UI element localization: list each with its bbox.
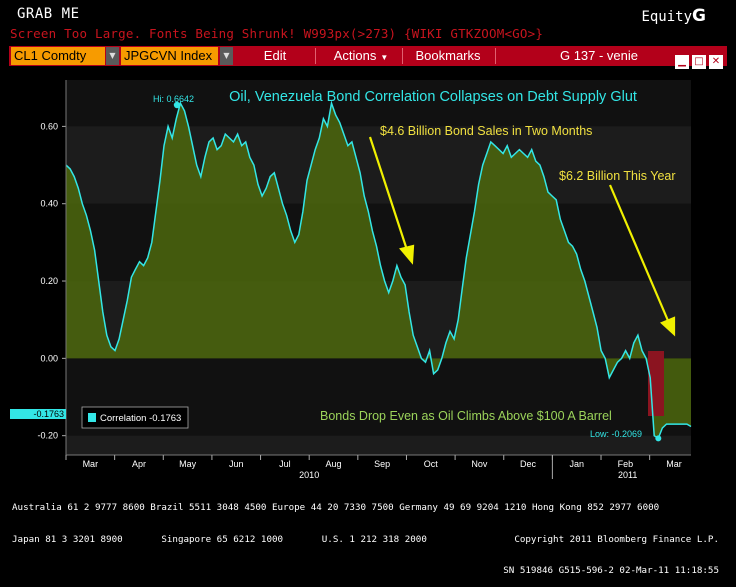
x-tick-label: Jan — [569, 459, 584, 469]
security-field-2[interactable]: JPGCVN Index — [121, 47, 218, 65]
x-tick-label: Feb — [618, 459, 634, 469]
y-tick-label: 0.60 — [40, 121, 58, 131]
year-label: 2011 — [618, 470, 637, 480]
correlation-chart: 0.60 0.40 0.20 0.00 -0.20 Mar Apr May Jun Jul Aug… — [10, 80, 692, 480]
x-tick-label: Mar — [666, 459, 682, 469]
x-tick-label: Jun — [229, 459, 244, 469]
toolbar-divider — [402, 48, 403, 64]
low-marker — [655, 435, 662, 442]
footer-line-2-left: Japan 81 3 3201 8900 Singapore 65 6212 1… — [12, 533, 427, 545]
security-field-1[interactable]: CL1 Comdty — [11, 47, 105, 65]
bookmarks-menu[interactable]: Bookmarks — [415, 48, 481, 63]
maximize-icon[interactable]: □ — [692, 55, 706, 69]
hi-label: Hi: 0.6642 — [153, 94, 194, 104]
y-tick-label: 0.20 — [40, 276, 58, 286]
grid-band — [66, 435, 691, 455]
toolbar-divider — [315, 48, 316, 64]
last-value-tag: -0.1763 — [10, 409, 66, 419]
x-tick-label: Sep — [374, 459, 390, 469]
y-tick-label: -0.20 — [37, 431, 58, 441]
low-label: Low: -0.2069 — [590, 429, 642, 439]
x-tick-label: May — [179, 459, 197, 469]
minimize-icon[interactable]: ▁ — [675, 55, 689, 69]
close-icon[interactable]: ✕ — [709, 55, 723, 69]
page-title: G 137 - venie — [559, 48, 639, 63]
footer-copyright: Copyright 2011 Bloomberg Finance L.P. — [514, 533, 719, 545]
arrow-this-year — [608, 184, 676, 337]
chevron-down-icon: ▼ — [380, 53, 389, 62]
edit-menu[interactable]: Edit — [263, 48, 287, 63]
chevron-down-icon[interactable]: ▼ — [106, 47, 119, 65]
correlation-line — [65, 100, 692, 440]
toolbar-divider — [495, 48, 496, 64]
chevron-down-icon[interactable]: ▼ — [220, 47, 233, 65]
footer-timestamp: SN 519846 G515-596-2 02-Mar-11 11:18:55 — [503, 565, 719, 576]
toolbar: CL1 Comdty ▼ JPGCVN Index ▼ Edit Actions… — [9, 46, 727, 69]
last-value-label: -0.1763 — [33, 409, 64, 419]
legend: Correlation -0.1763 — [81, 406, 189, 429]
actions-menu[interactable]: Actions ▼ — [321, 46, 401, 66]
y-axis: 0.60 0.40 0.20 0.00 -0.20 — [37, 80, 67, 455]
grab-me-label[interactable]: GRAB ME — [17, 6, 80, 22]
footer-line-3: SN 519846 G515-596-2 02-Mar-11 11:18:55 — [12, 565, 727, 577]
window-controls: ▁ □ ✕ — [672, 49, 723, 69]
chart-title: Oil, Venezuela Bond Correlation Collapse… — [229, 89, 637, 105]
x-tick-label: Nov — [471, 459, 488, 469]
equity-mark: G — [692, 6, 706, 26]
annotation-bond-sales: $4.6 Billion Bond Sales in Two Months — [380, 124, 592, 138]
x-tick-label: Aug — [326, 459, 342, 469]
hi-marker — [173, 101, 181, 109]
annotation-bottom: Bonds Drop Even as Oil Climbs Above $100… — [320, 409, 612, 423]
x-tick-label: Jul — [279, 459, 291, 469]
footer-line-2: Japan 81 3 3201 8900 Singapore 65 6212 1… — [12, 533, 727, 546]
x-tick-label: Oct — [424, 459, 439, 469]
legend-label: Correlation -0.1763 — [100, 413, 181, 424]
y-tick-label: 0.40 — [40, 199, 58, 209]
arrow-bond-sales — [368, 136, 415, 265]
annotation-this-year: $6.2 Billion This Year — [559, 169, 676, 183]
actions-label: Actions — [333, 48, 377, 63]
grid-band — [66, 80, 691, 127]
legend-swatch — [88, 413, 96, 422]
x-tick-label: Mar — [83, 459, 99, 469]
x-axis: Mar Apr May Jun Jul Aug Sep Oct Nov Dec Jan Feb Mar 2… — [65, 454, 691, 480]
x-tick-label: Apr — [132, 459, 146, 469]
year-label: 2010 — [299, 470, 319, 480]
footer-line-1: Australia 61 2 9777 8600 Brazil 5511 304… — [12, 502, 660, 513]
screen-warning: Screen Too Large. Fonts Being Shrunk! W9… — [10, 26, 544, 41]
header-bar: GRAB ME EquityG — [0, 0, 736, 28]
x-tick-label: Dec — [520, 459, 537, 469]
y-tick-label: 0.00 — [40, 353, 58, 363]
correlation-area — [66, 103, 691, 439]
equity-prefix: Equity — [641, 9, 693, 25]
equity-label: EquityG — [641, 6, 706, 26]
footer: Australia 61 2 9777 8600 Brazil 5511 304… — [12, 482, 727, 587]
